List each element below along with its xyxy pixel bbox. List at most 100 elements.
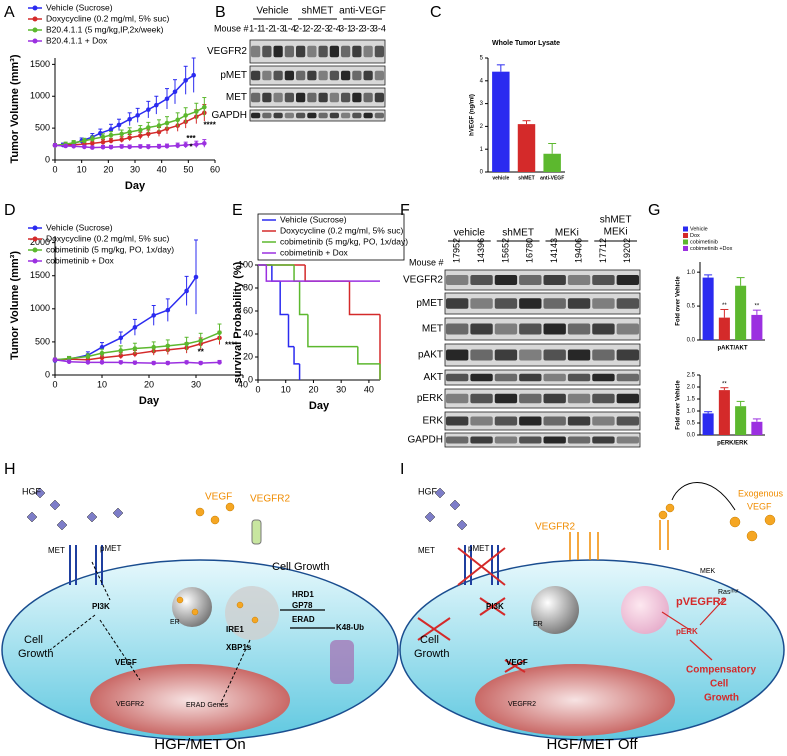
- data-point: [132, 325, 138, 330]
- diagram-label: Growth: [704, 693, 739, 704]
- legend-label: Vehicle (Sucrose): [280, 214, 347, 224]
- blot-band: [273, 70, 283, 81]
- blot-strip: [249, 87, 386, 108]
- y-tick-label: 0: [248, 374, 253, 384]
- significance: **: [722, 381, 727, 387]
- blot-strip: [444, 432, 641, 448]
- x-tick-label: 0: [52, 164, 57, 174]
- y-tick-label: 2.5: [687, 373, 696, 379]
- blot-band: [341, 70, 351, 81]
- legend-swatch: [683, 233, 688, 238]
- blot-band: [494, 416, 518, 426]
- blot-band: [374, 70, 384, 81]
- legend-swatch: [32, 247, 38, 253]
- x-axis-label: Day: [309, 400, 330, 412]
- blot-band: [352, 45, 362, 58]
- data-point: [194, 142, 199, 147]
- series-line: [54, 74, 195, 147]
- blot-band: [470, 373, 493, 382]
- bar: [517, 124, 536, 172]
- blot-band: [567, 436, 591, 444]
- lane-id: 14396: [476, 238, 486, 263]
- data-point: [151, 313, 156, 318]
- blot-band: [262, 70, 272, 81]
- blot-strip: [444, 317, 641, 341]
- blot-band: [318, 112, 328, 119]
- bar: [751, 314, 763, 340]
- y-axis-label: Tumor Volume (mm³): [9, 54, 21, 163]
- y-tick-label: 4: [480, 78, 484, 84]
- blot-band: [363, 45, 373, 58]
- blot-band: [519, 349, 542, 361]
- x-tick-label: 60: [210, 164, 220, 174]
- blot-strip: [444, 388, 641, 409]
- diagram-label: Compensatory: [686, 665, 756, 676]
- legend-swatch: [683, 226, 688, 232]
- diagram-label: Cell: [710, 679, 729, 690]
- diagram-label: pMET: [468, 544, 489, 553]
- blot-band: [318, 70, 328, 81]
- y-tick-label: 2: [480, 124, 484, 130]
- data-point: [175, 143, 180, 148]
- panel-letter: E: [232, 202, 243, 219]
- data-point: [127, 129, 132, 135]
- series-line: [54, 359, 220, 364]
- blot-band: [470, 349, 493, 361]
- blot-band: [446, 323, 469, 335]
- data-point: [146, 131, 151, 137]
- survival-step: [271, 265, 281, 282]
- data-point: [132, 360, 138, 366]
- diagram-label: VEGFR2: [250, 494, 290, 505]
- data-point: [82, 138, 87, 144]
- x-axis-label: pAKT/AKT: [718, 346, 748, 352]
- blot-band: [494, 323, 518, 335]
- data-point: [118, 348, 124, 353]
- y-tick-label: 0.0: [687, 338, 696, 344]
- blot-band: [352, 92, 362, 103]
- panel-letter: F: [400, 202, 410, 219]
- blot-band: [341, 45, 351, 58]
- data-point: [52, 357, 58, 363]
- diagram-label: IRE1: [226, 625, 244, 634]
- blot-band: [567, 349, 591, 361]
- blot-band: [592, 323, 615, 335]
- row-label: VEGFR2: [207, 46, 247, 57]
- data-point: [183, 113, 188, 118]
- y-tick-label: 0.5: [687, 421, 696, 427]
- annotation: ***: [186, 134, 196, 143]
- legend-swatch: [32, 225, 38, 231]
- group-label: shMET: [600, 215, 632, 226]
- blot-band: [616, 393, 639, 404]
- data-point: [52, 143, 58, 148]
- lane-id: 1-1: [249, 23, 262, 33]
- row-label: AKT: [424, 372, 443, 383]
- blot-strip: [444, 269, 641, 291]
- blot-band: [341, 112, 351, 119]
- blot-strip: [444, 292, 641, 315]
- data-point: [146, 144, 151, 150]
- x-tick-label: 10: [97, 379, 107, 389]
- blot-band: [273, 45, 283, 58]
- blot-band: [470, 275, 493, 285]
- lane-id: 2-3: [317, 23, 330, 33]
- x-axis-label: Day: [125, 180, 146, 192]
- blot-band: [616, 373, 639, 382]
- row-label: ERK: [422, 416, 443, 427]
- blot-strip: [249, 39, 386, 64]
- y-axis-label: Tumor Volume (mm³): [9, 251, 21, 360]
- lane-id: 2-2: [305, 23, 318, 33]
- blot-band: [567, 416, 591, 426]
- legend-label: cobimetinib (5 mg/kg, PO, 1x/day): [46, 244, 174, 254]
- row-label: pMET: [416, 298, 443, 309]
- legend-swatch: [32, 16, 38, 22]
- data-point: [132, 351, 138, 357]
- diagram-label: Exogenous: [738, 488, 784, 498]
- significance: **: [722, 303, 727, 309]
- data-point: [108, 127, 114, 132]
- group-label: shMET: [302, 6, 334, 17]
- y-tick-label: 500: [35, 336, 50, 346]
- blot-band: [567, 323, 591, 335]
- blot-band: [470, 416, 493, 426]
- y-tick-label: 20: [243, 351, 253, 361]
- group-label: MEKi: [555, 228, 579, 239]
